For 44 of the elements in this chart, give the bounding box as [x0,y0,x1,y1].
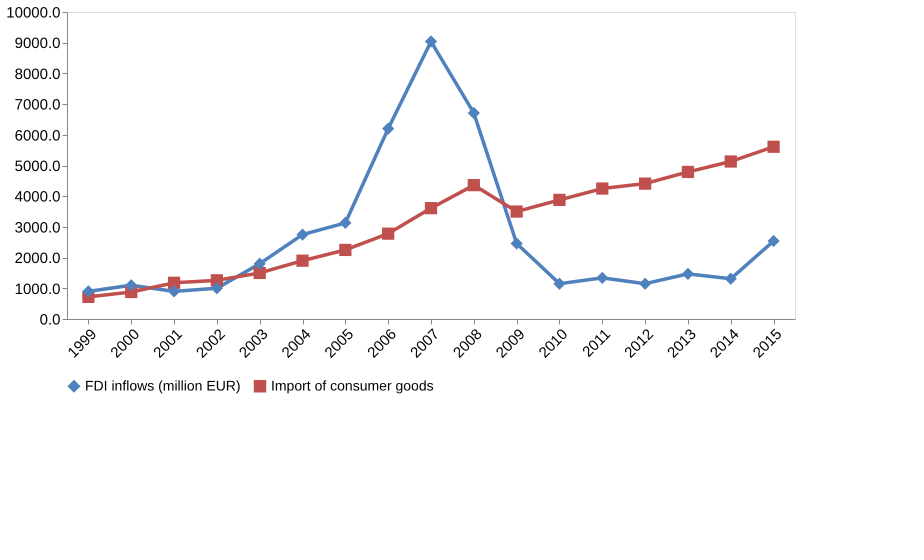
y-tick-label: 10000.0 [6,4,60,22]
y-tick-label: 6000.0 [14,127,60,144]
point [510,205,523,218]
legend-label: Import of consumer goods [271,377,434,394]
point [638,177,652,190]
point [553,278,566,290]
point [168,285,180,298]
point [767,234,780,248]
point [424,202,438,214]
y-tick-label: 9000.0 [14,35,60,52]
point [254,258,266,270]
point [382,228,394,240]
point [596,272,608,284]
point [424,35,438,48]
point [596,182,608,195]
point [382,122,394,135]
point [210,282,224,294]
point [254,266,266,280]
point [125,279,138,292]
legend-label: FDI inflows (million EUR) [85,377,241,394]
y-tick-label: 2000.0 [14,250,60,268]
point [339,244,352,256]
point [296,254,309,267]
point [468,106,480,120]
point [339,216,352,230]
y-tick-label: 0.0 [40,312,60,328]
y-tick-label: 4000.0 [14,188,60,206]
point [296,228,309,241]
point [682,166,694,178]
y-tick-label: 5000.0 [14,158,60,175]
point [168,276,180,289]
y-tick-label: 7000.0 [14,96,60,114]
y-tick-label: 1000.0 [14,280,60,298]
point [638,278,652,290]
point [767,140,780,153]
point [553,194,566,206]
point [724,155,737,168]
point [724,272,737,285]
point [468,179,480,192]
y-tick-label: 8000.0 [14,66,60,83]
y-tick-label: 3000.0 [14,219,60,236]
point [82,285,95,298]
point [510,237,523,250]
point [682,268,694,280]
